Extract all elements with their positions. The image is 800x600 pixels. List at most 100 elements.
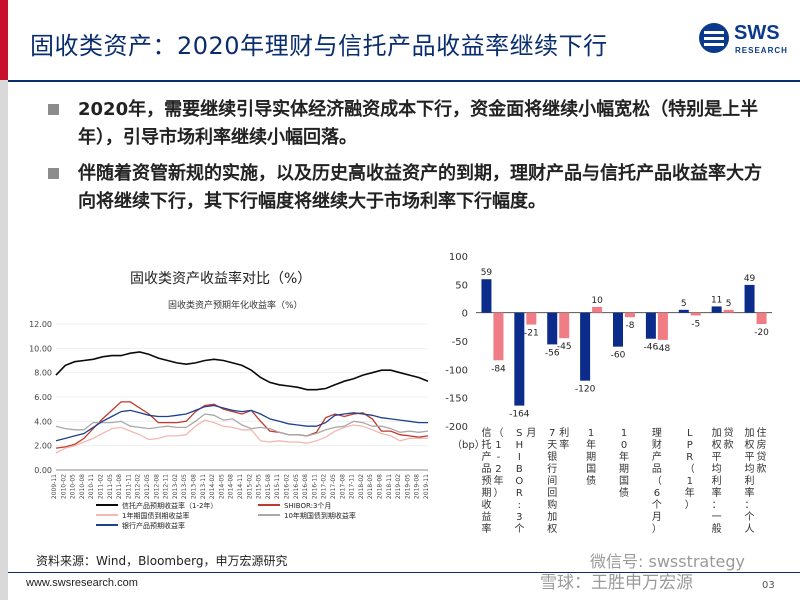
bar-value-label: 49 [744,274,756,284]
bar-value-label: 10 [591,296,603,306]
x-tick-label: 2011-02 [98,474,105,499]
bar [657,312,668,340]
bar-value-label: 11 [711,295,722,305]
bar [526,312,537,325]
bar-value-label: 5 [726,299,732,309]
x-tick-label: 2018-11 [386,474,393,499]
category-label: 信托产品预期收益率（ 1 -2 年） [481,427,503,535]
footer-divider [8,572,800,573]
legend-label: 银行产品预期收益率 [122,521,185,530]
bar [711,306,722,313]
x-tick-label: 2012-02 [135,474,142,499]
bar-value-label: -164 [509,410,530,420]
y-tick-label: 12.00 [29,320,52,329]
x-tick-label: 2010-08 [79,474,86,499]
slide-header: 固收类资产：2020年理财与信托产品收益率继续下行 SWS RESEARCH [8,0,800,80]
y-tick-label: -150 [445,394,468,405]
yield-change-bar-chart: 100 50 0 -50 -100 -150 -200 （bp） 59 -164 -56 -120 -6… [445,252,772,535]
series-line [55,413,429,437]
category-label: 加权平均利率：个人住房贷款 [745,426,767,535]
x-tick-label: 2016-05 [293,474,300,499]
x-tick-label: 2014-08 [228,474,235,499]
x-tick-label: 2018-05 [367,474,374,499]
x-tick-label: 2010-02 [60,474,67,499]
bar [690,312,701,316]
x-tick-label: 2016-02 [284,474,291,499]
x-tick-label: 2013-05 [181,474,188,499]
wechat-watermark: 微信号: swsstrategy [590,552,745,571]
footer-url: www.swsresearch.com [26,577,138,589]
bullet-item: 伴随着资管新规的实施，以及历史高收益资产的到期，理财产品与信托产品收益率大方向将… [36,160,776,216]
bar-value-label: -8 [626,321,635,331]
category-label: L P R （1 年） [685,428,695,511]
category-label: 理财产品（ 6 个月） [652,427,662,535]
x-tick-label: 2012-11 [163,474,170,499]
logo-wordmark: SWS [734,22,780,44]
bar [723,309,734,313]
slide-title: 固收类资产：2020年理财与信托产品收益率继续下行 [30,32,608,60]
legend-label: SHIBOR:3个月 [284,502,331,510]
x-tick-label: 2015-02 [246,474,253,499]
x-tick-label: 2011-08 [116,474,123,499]
bar [613,312,623,347]
x-tick-label: 2016-11 [311,474,318,499]
x-tick-label: 2013-08 [191,474,198,499]
bar-value-label: -45 [557,342,572,352]
series-line [55,404,428,442]
x-tick-label: 2015-05 [256,474,263,499]
page-number: 03 [762,580,775,591]
bar-value-label: -60 [611,351,626,361]
bar [514,312,525,406]
bar [547,312,558,345]
bar-value-label: -20 [754,328,769,338]
bullet-square-icon [48,104,59,115]
category-label: 1 年期国债 [586,428,596,487]
category-label: 加权平均利率：一般贷款 [712,426,734,535]
x-tick-label: 2013-02 [172,474,179,499]
bullet-square-icon [48,168,59,179]
series-line [55,419,428,454]
bar-value-label: -120 [575,385,596,395]
bar-value-label: 5 [681,299,687,309]
x-tick-label: 2014-02 [209,474,216,499]
y-tick-label: 0 [462,309,468,320]
bar [756,312,767,324]
x-tick-label: 2015-08 [265,474,272,499]
bullet-text: 2020年，需要继续引导实体经济融资成本下行，资金面将继续小幅宽松（特别是上半年… [78,99,759,148]
left-chart-title: 固收类资产收益率对比（%） [130,271,312,287]
x-tick-label: 2010-05 [70,474,77,499]
bar [493,312,504,361]
legend-label: 1年期国债到期收益率 [122,511,189,520]
x-tick-label: 2019-08 [414,474,421,499]
x-tick-label: 2017-02 [321,474,328,499]
xueqiu-watermark: 雪球：王胜申万宏源 [540,573,693,593]
logo-subtext: RESEARCH [735,46,788,55]
bar [744,284,755,313]
bullet-text: 伴随着资管新规的实施，以及历史高收益资产的到期，理财产品与信托产品收益率大方向将… [78,163,762,212]
left-accent-bar [0,0,8,600]
sws-logo: SWS RESEARCH [698,18,800,64]
bar-value-label: 59 [481,268,493,278]
y-tick-label: 4.00 [34,417,52,426]
category-label: 1 0 年期国债 [619,428,629,499]
y-tick-label: 0.00 [34,466,52,475]
x-tick-label: 2015-11 [274,474,281,499]
bar [592,307,603,313]
bar-value-label: -21 [524,329,539,339]
x-tick-label: 2017-05 [330,474,337,499]
yield-line-chart: 固收类资产预期年化收益率（%） 0.00 2.00 4.00 6.00 8.00 10.00… [29,290,430,530]
bar [645,312,656,339]
x-tick-label: 2009-11 [51,474,58,499]
source-note: 资料来源：Wind，Bloomberg，申万宏源研究 [36,554,288,568]
x-tick-label: 2017-11 [349,474,356,499]
chart-subtitle: 固收类资产预期年化收益率（%） [168,299,303,311]
header-divider [8,80,800,82]
x-tick-label: 2017-08 [339,474,346,499]
y-tick-label: -100 [445,365,468,376]
y-tick-label: -200 [445,422,468,433]
x-tick-label: 2012-05 [144,474,151,499]
y-tick-label: 2.00 [34,442,52,451]
x-tick-label: 2011-05 [107,474,114,499]
category-label: S H I B O R:3 个月 [514,427,536,535]
bar-value-label: -84 [491,364,506,374]
